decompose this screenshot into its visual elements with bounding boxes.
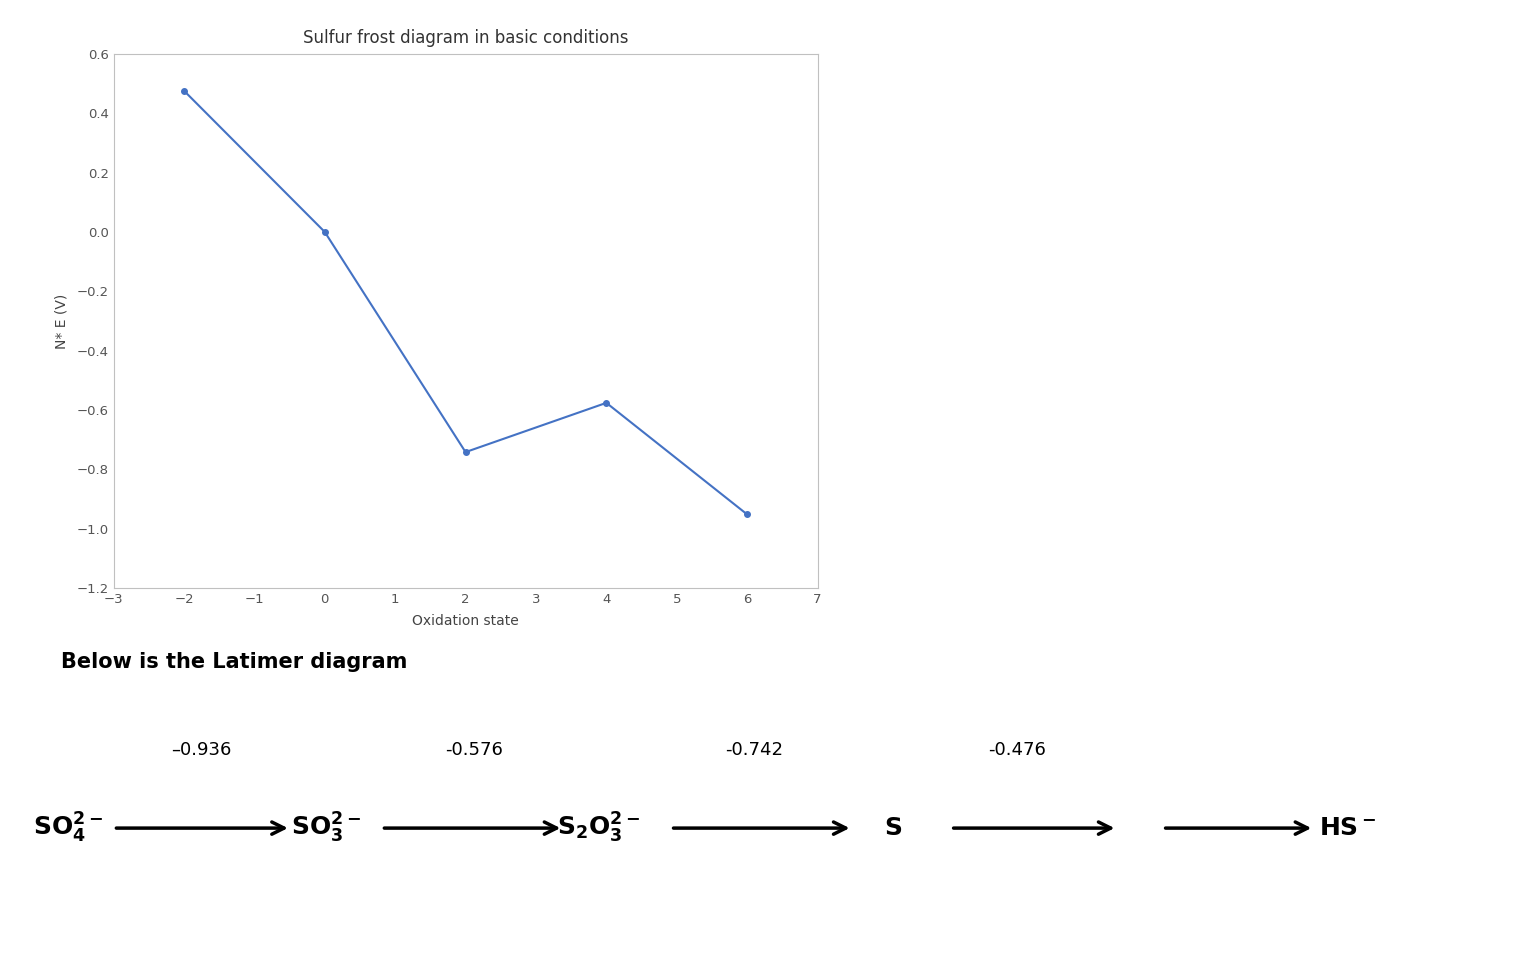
Text: $\mathregular{SO_4^{2-}}$: $\mathregular{SO_4^{2-}}$ [33,811,103,845]
Text: –0.936: –0.936 [171,741,232,759]
Title: Sulfur frost diagram in basic conditions: Sulfur frost diagram in basic conditions [303,28,628,47]
X-axis label: Oxidation state: Oxidation state [412,614,519,628]
Text: $\mathregular{S_2O_3^{2-}}$: $\mathregular{S_2O_3^{2-}}$ [557,811,639,845]
Text: $\mathregular{HS^-}$: $\mathregular{HS^-}$ [1319,816,1376,840]
Text: $\mathregular{SO_3^{2-}}$: $\mathregular{SO_3^{2-}}$ [291,811,360,845]
Text: Below is the Latimer diagram: Below is the Latimer diagram [61,652,407,671]
Text: -0.476: -0.476 [989,741,1046,759]
Text: $\mathregular{S}$: $\mathregular{S}$ [884,816,902,840]
Y-axis label: N* E (V): N* E (V) [55,293,68,349]
Text: -0.576: -0.576 [445,741,503,759]
Text: -0.742: -0.742 [725,741,783,759]
